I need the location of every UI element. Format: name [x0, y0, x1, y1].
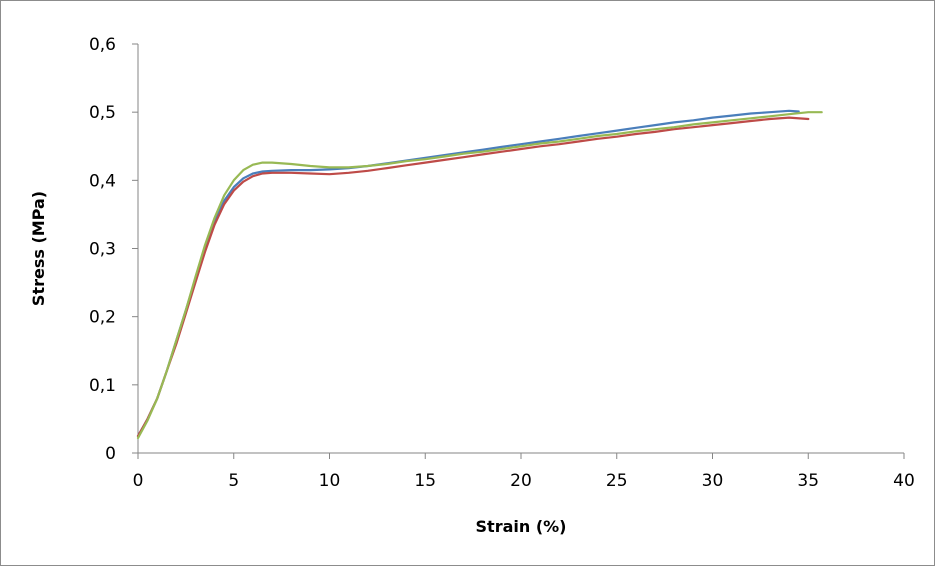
- y-tick-label: 0,6: [89, 35, 116, 55]
- y-tick-label: 0,2: [89, 308, 116, 328]
- y-tick-label: 0: [105, 444, 116, 464]
- series: [136, 109, 823, 440]
- x-tick-label: 0: [133, 471, 144, 491]
- y-tick-label: 0,3: [89, 240, 116, 260]
- y-tick-label: 0,5: [89, 103, 116, 123]
- x-tick-label: 25: [606, 471, 628, 491]
- y-tick-label: 0,1: [89, 376, 116, 396]
- series-line-2: [136, 116, 810, 438]
- x-axis-title: Strain (%): [476, 517, 567, 536]
- series-line-1: [136, 109, 800, 438]
- axes: [137, 44, 904, 454]
- x-tick-label: 40: [893, 471, 915, 491]
- ticks: 0 0,1 0,2 0,3 0,4 0,5 0,6 0 5 10 15 20 25 30 35 40: [89, 35, 915, 491]
- y-axis-title: Stress (MPa): [29, 191, 48, 306]
- x-tick-label: 30: [702, 471, 724, 491]
- x-tick-label: 20: [510, 471, 532, 491]
- x-tick-label: 15: [414, 471, 436, 491]
- x-tick-label: 5: [228, 471, 239, 491]
- x-tick-label: 10: [319, 471, 341, 491]
- y-tick-label: 0,4: [89, 171, 116, 191]
- x-tick-label: 35: [797, 471, 819, 491]
- series-line-3: [136, 111, 823, 440]
